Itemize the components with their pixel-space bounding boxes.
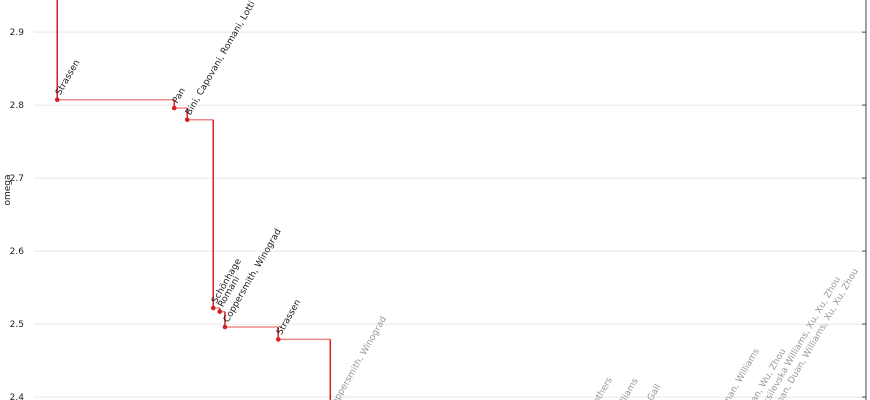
y-axis-label: omega <box>3 174 13 205</box>
point-label: Williams <box>613 376 641 400</box>
y-tick-label: 2.9 <box>10 28 25 38</box>
y-tick-label: 2.8 <box>10 101 25 111</box>
point-label: Bini, Capovani, Romani, Lotti <box>184 0 258 117</box>
data-point <box>54 97 60 103</box>
data-point <box>210 305 216 311</box>
data-point <box>275 337 281 342</box>
point-label: Coppersmith, Winograd <box>327 315 389 400</box>
point-label: Strassen <box>275 298 303 337</box>
y-tick-label: 2.7 <box>10 174 24 184</box>
y-tick-label: 2.5 <box>10 320 24 330</box>
point-label: Strassen <box>54 58 82 97</box>
data-point <box>171 105 177 111</box>
data-point <box>217 309 223 314</box>
data-point <box>184 117 190 123</box>
point-label: Pan <box>171 86 188 105</box>
y-tick-label: 2.6 <box>10 247 25 257</box>
y-tick-label: 2.4 <box>10 393 25 400</box>
data-point <box>222 324 228 330</box>
point-label: Stothers <box>587 376 615 400</box>
